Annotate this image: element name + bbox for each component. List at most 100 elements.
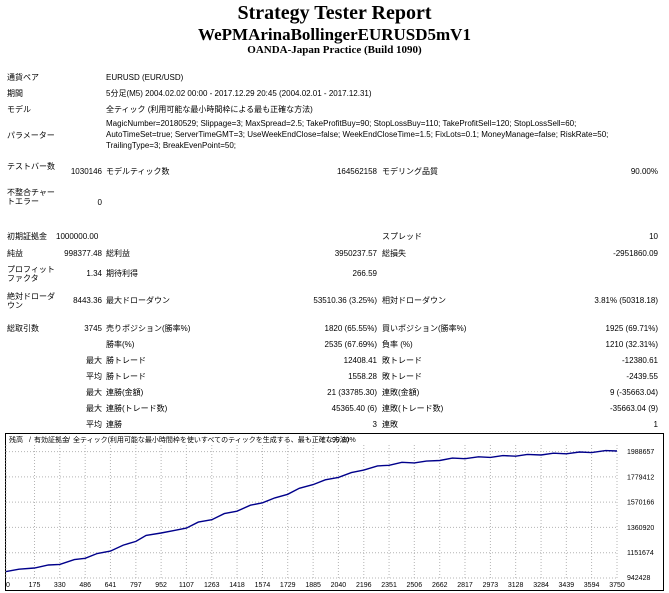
- gross-loss-label: 総損失: [382, 249, 406, 258]
- max-consec-lossamt-label: 連敗(トレード数): [382, 404, 444, 413]
- x-tick-label: 175: [29, 582, 41, 589]
- rel-drawdown-label: 相対ドローダウン: [382, 296, 446, 305]
- largest-win-label: 勝トレード: [106, 356, 146, 365]
- y-tick-label: 1988657: [627, 449, 654, 456]
- avg-consec-win-value: 3: [372, 420, 377, 429]
- deposit-label: 初期証拠金: [7, 232, 47, 241]
- x-tick-label: 2662: [432, 582, 448, 589]
- loss-value: 1210 (32.31%): [605, 340, 658, 349]
- ticks-value: 164562158: [336, 167, 377, 176]
- balance-series-line: [5, 449, 618, 573]
- max-drawdown-label: 最大ドローダウン: [106, 296, 170, 305]
- expert-name: WePMArinaBollingerEURUSD5mV1: [198, 25, 471, 44]
- x-tick-label: 3594: [584, 582, 600, 589]
- params-line-1: MagicNumber=20180529; Slippage=3; MaxSpr…: [106, 119, 577, 128]
- max-consec-profit-label: 連勝(トレード数): [106, 404, 168, 413]
- max-drawdown-value: 53510.36 (3.25%): [313, 296, 377, 305]
- x-tick-label: 1885: [305, 582, 321, 589]
- max-consec2-label: 最大: [86, 404, 102, 413]
- bars-label: テストバー数: [7, 162, 55, 171]
- profit-factor-label: プロフィットファクタ: [7, 265, 55, 283]
- max-consec-loss-label: 連敗(金額): [382, 388, 420, 397]
- spread-value: 10: [649, 232, 658, 241]
- x-tick-label: 2973: [483, 582, 499, 589]
- x-tick-label: 486: [79, 582, 91, 589]
- period-value: 5分足(M5) 2004.02.02 00:00 - 2017.12.29 20…: [106, 89, 372, 98]
- max-consec-win-value: 21 (33785.30): [327, 388, 377, 397]
- average-label: 平均: [86, 372, 102, 381]
- legend-separator: /: [29, 437, 31, 444]
- x-tick-label: 2040: [331, 582, 347, 589]
- legend-separator: /: [68, 437, 70, 444]
- x-tick-label: 1729: [280, 582, 296, 589]
- largest-win-value: 12408.41: [343, 356, 377, 365]
- x-tick-label: 1107: [179, 582, 194, 589]
- legend-balance: 残高: [9, 435, 23, 444]
- largest-label: 最大: [86, 356, 102, 365]
- params-line-3: TrailingType=3; BreakEvenPoint=50;: [106, 141, 237, 150]
- avg-win-label: 勝トレード: [106, 372, 146, 381]
- x-tick-label: 3128: [508, 582, 524, 589]
- gross-profit-value: 3950237.57: [334, 249, 377, 258]
- x-tick-label: 2196: [356, 582, 372, 589]
- chart-frame: [5, 433, 664, 591]
- short-label: 売りポジション(勝率%): [106, 324, 191, 333]
- largest-loss-value: -12380.61: [621, 356, 658, 365]
- x-tick-label: 797: [130, 582, 142, 589]
- mismatch-label: 不整合チャートエラー: [7, 188, 55, 206]
- model-label: モデル: [7, 105, 31, 114]
- abs-drawdown-value: 8443.36: [73, 296, 102, 305]
- x-tick-label: 1263: [204, 582, 220, 589]
- quality-label: モデリング品質: [382, 167, 438, 176]
- max-consec-loss-value: 9 (-35663.04): [609, 388, 658, 397]
- win-value: 2535 (67.69%): [324, 340, 377, 349]
- max-consec-label: 最大: [86, 388, 102, 397]
- largest-loss-label: 敗トレード: [382, 356, 422, 365]
- x-tick-label: 2506: [407, 582, 423, 589]
- x-tick-label: 3750: [609, 582, 625, 589]
- legend-model-description: 全ティック(利用可能な最小時間枠を使いすべてのティックを生成する、最も正確な方法…: [73, 435, 349, 444]
- y-tick-label: 1570166: [627, 500, 654, 507]
- y-tick-label: 1360920: [627, 525, 654, 532]
- x-tick-label: 1418: [229, 582, 245, 589]
- long-label: 買いポジション(勝率%): [382, 324, 467, 333]
- short-value: 1820 (65.55%): [324, 324, 377, 333]
- avg-consec-loss-label: 連敗: [382, 420, 398, 429]
- avg-consec-loss-value: 1: [653, 420, 658, 429]
- spread-label: スプレッド: [382, 232, 422, 241]
- payoff-label: 期待利得: [106, 269, 138, 278]
- x-tick-label: 2817: [457, 582, 473, 589]
- x-tick-label: 3284: [533, 582, 549, 589]
- x-tick-label: 330: [54, 582, 66, 589]
- balance-chart: 残高 / 有効証拠金 / 全ティック(利用可能な最小時間枠を使いすべてのティック…: [5, 433, 664, 591]
- x-axis-labels: 0 175 330 486 641 797 952 1107 1263 1418 1574 1729 1…: [6, 582, 625, 589]
- y-tick-label: 942428: [627, 575, 650, 582]
- model-value: 全ティック (利用可能な最小時間枠による最も正確な方法): [106, 105, 313, 114]
- trades-label: 総取引数: [7, 324, 39, 333]
- report-title: Strategy Tester Report: [237, 2, 432, 24]
- period-label: 期間: [7, 89, 23, 98]
- mismatch-value: 0: [97, 198, 102, 207]
- avg-loss-label: 敗トレード: [382, 372, 422, 381]
- gross-profit-label: 総利益: [106, 249, 130, 258]
- x-tick-label: 3439: [559, 582, 575, 589]
- bars-value: 1030146: [70, 167, 102, 176]
- symbol-label: 通貨ペア: [7, 73, 39, 82]
- x-tick-label: 2351: [381, 582, 397, 589]
- max-consec-profit-value: 45365.40 (6): [331, 404, 377, 413]
- win-label: 勝率(%): [106, 340, 135, 349]
- trades-value: 3745: [84, 324, 102, 333]
- legend-separator: /: [327, 437, 329, 444]
- symbol-value: EURUSD (EUR/USD): [106, 73, 184, 82]
- legend-modeling-quality: 90.00%: [332, 437, 356, 444]
- y-tick-label: 1151674: [627, 550, 654, 557]
- deposit-value: 1000000.00: [56, 232, 99, 241]
- avg-loss-value: -2439.55: [626, 372, 658, 381]
- max-consec-win-label: 連勝(金額): [106, 388, 144, 397]
- quality-value: 90.00%: [630, 167, 658, 176]
- payoff-value: 266.59: [352, 269, 377, 278]
- y-tick-label: 1779412: [627, 474, 654, 481]
- y-axis-labels: 942428 1151674 1360920 1570166 1779412 198865…: [627, 449, 654, 582]
- net-value: 998377.48: [64, 249, 102, 258]
- abs-drawdown-label: 絶対ドローダウン: [7, 292, 55, 310]
